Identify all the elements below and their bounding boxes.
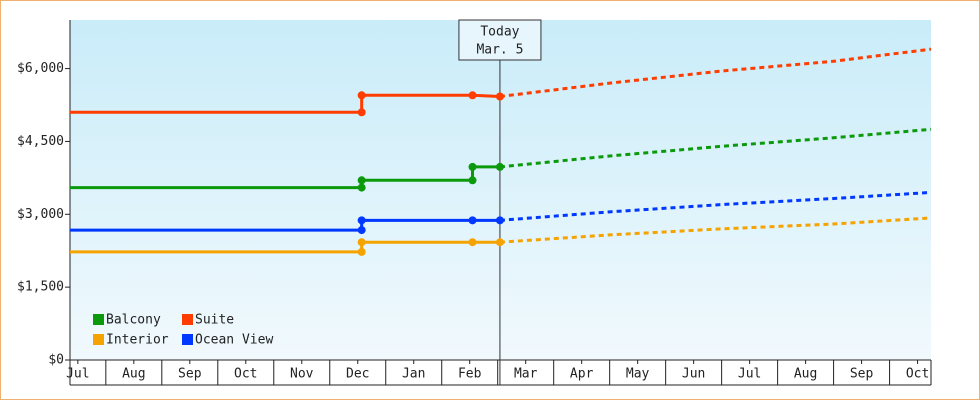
legend-swatch <box>93 314 104 325</box>
legend-label: Suite <box>195 313 234 328</box>
forecast-line <box>499 190 932 222</box>
forecast-line <box>499 127 932 169</box>
x-tick-label: Sep <box>178 367 202 382</box>
point <box>357 216 366 225</box>
point <box>357 108 366 117</box>
x-tick-label: Jun <box>682 367 705 382</box>
y-tick-label: $4,500 <box>17 134 64 149</box>
legend-label: Ocean View <box>195 333 273 348</box>
point <box>495 162 504 171</box>
point <box>468 91 477 100</box>
x-tick-label: Oct <box>906 367 929 382</box>
today-box <box>458 19 542 61</box>
x-tick-label: Sep <box>850 367 874 382</box>
x-tick-label: May <box>626 367 650 382</box>
forecast-line <box>499 47 932 98</box>
point <box>357 238 366 247</box>
point <box>357 226 366 235</box>
y-tick-label: $1,500 <box>17 280 64 295</box>
point <box>357 247 366 256</box>
point <box>468 238 477 247</box>
today-date: Mar. 5 <box>476 43 523 58</box>
x-tick-label: Mar <box>514 367 538 382</box>
x-tick-label: Aug <box>794 367 817 382</box>
point <box>357 176 366 185</box>
x-tick-label: Jul <box>738 367 761 382</box>
x-tick-label: Nov <box>290 367 314 382</box>
x-tick-label: Dec <box>346 367 369 382</box>
x-tick-label: Aug <box>122 367 145 382</box>
x-tick-label: Apr <box>570 367 594 382</box>
point <box>495 238 504 247</box>
x-tick-label: Jul <box>66 367 89 382</box>
point <box>495 92 504 101</box>
point <box>357 183 366 192</box>
y-tick-label: $3,000 <box>17 207 64 222</box>
point <box>468 216 477 225</box>
legend-label: Interior <box>106 333 169 348</box>
y-tick-label: $6,000 <box>17 61 64 76</box>
x-tick-label: Feb <box>458 367 482 382</box>
legend-swatch <box>182 314 193 325</box>
legend-swatch <box>182 334 193 345</box>
today-label: Today <box>480 25 519 40</box>
forecast-line <box>499 216 932 244</box>
y-tick-label: $0 <box>48 353 64 368</box>
point <box>357 91 366 100</box>
point <box>495 216 504 225</box>
point <box>468 162 477 171</box>
x-tick-label: Jan <box>402 367 425 382</box>
x-tick-label: Oct <box>234 367 257 382</box>
legend-label: Balcony <box>106 313 161 328</box>
point <box>468 176 477 185</box>
plot-area <box>70 20 931 360</box>
series-line <box>70 165 500 190</box>
legend-swatch <box>93 334 104 345</box>
